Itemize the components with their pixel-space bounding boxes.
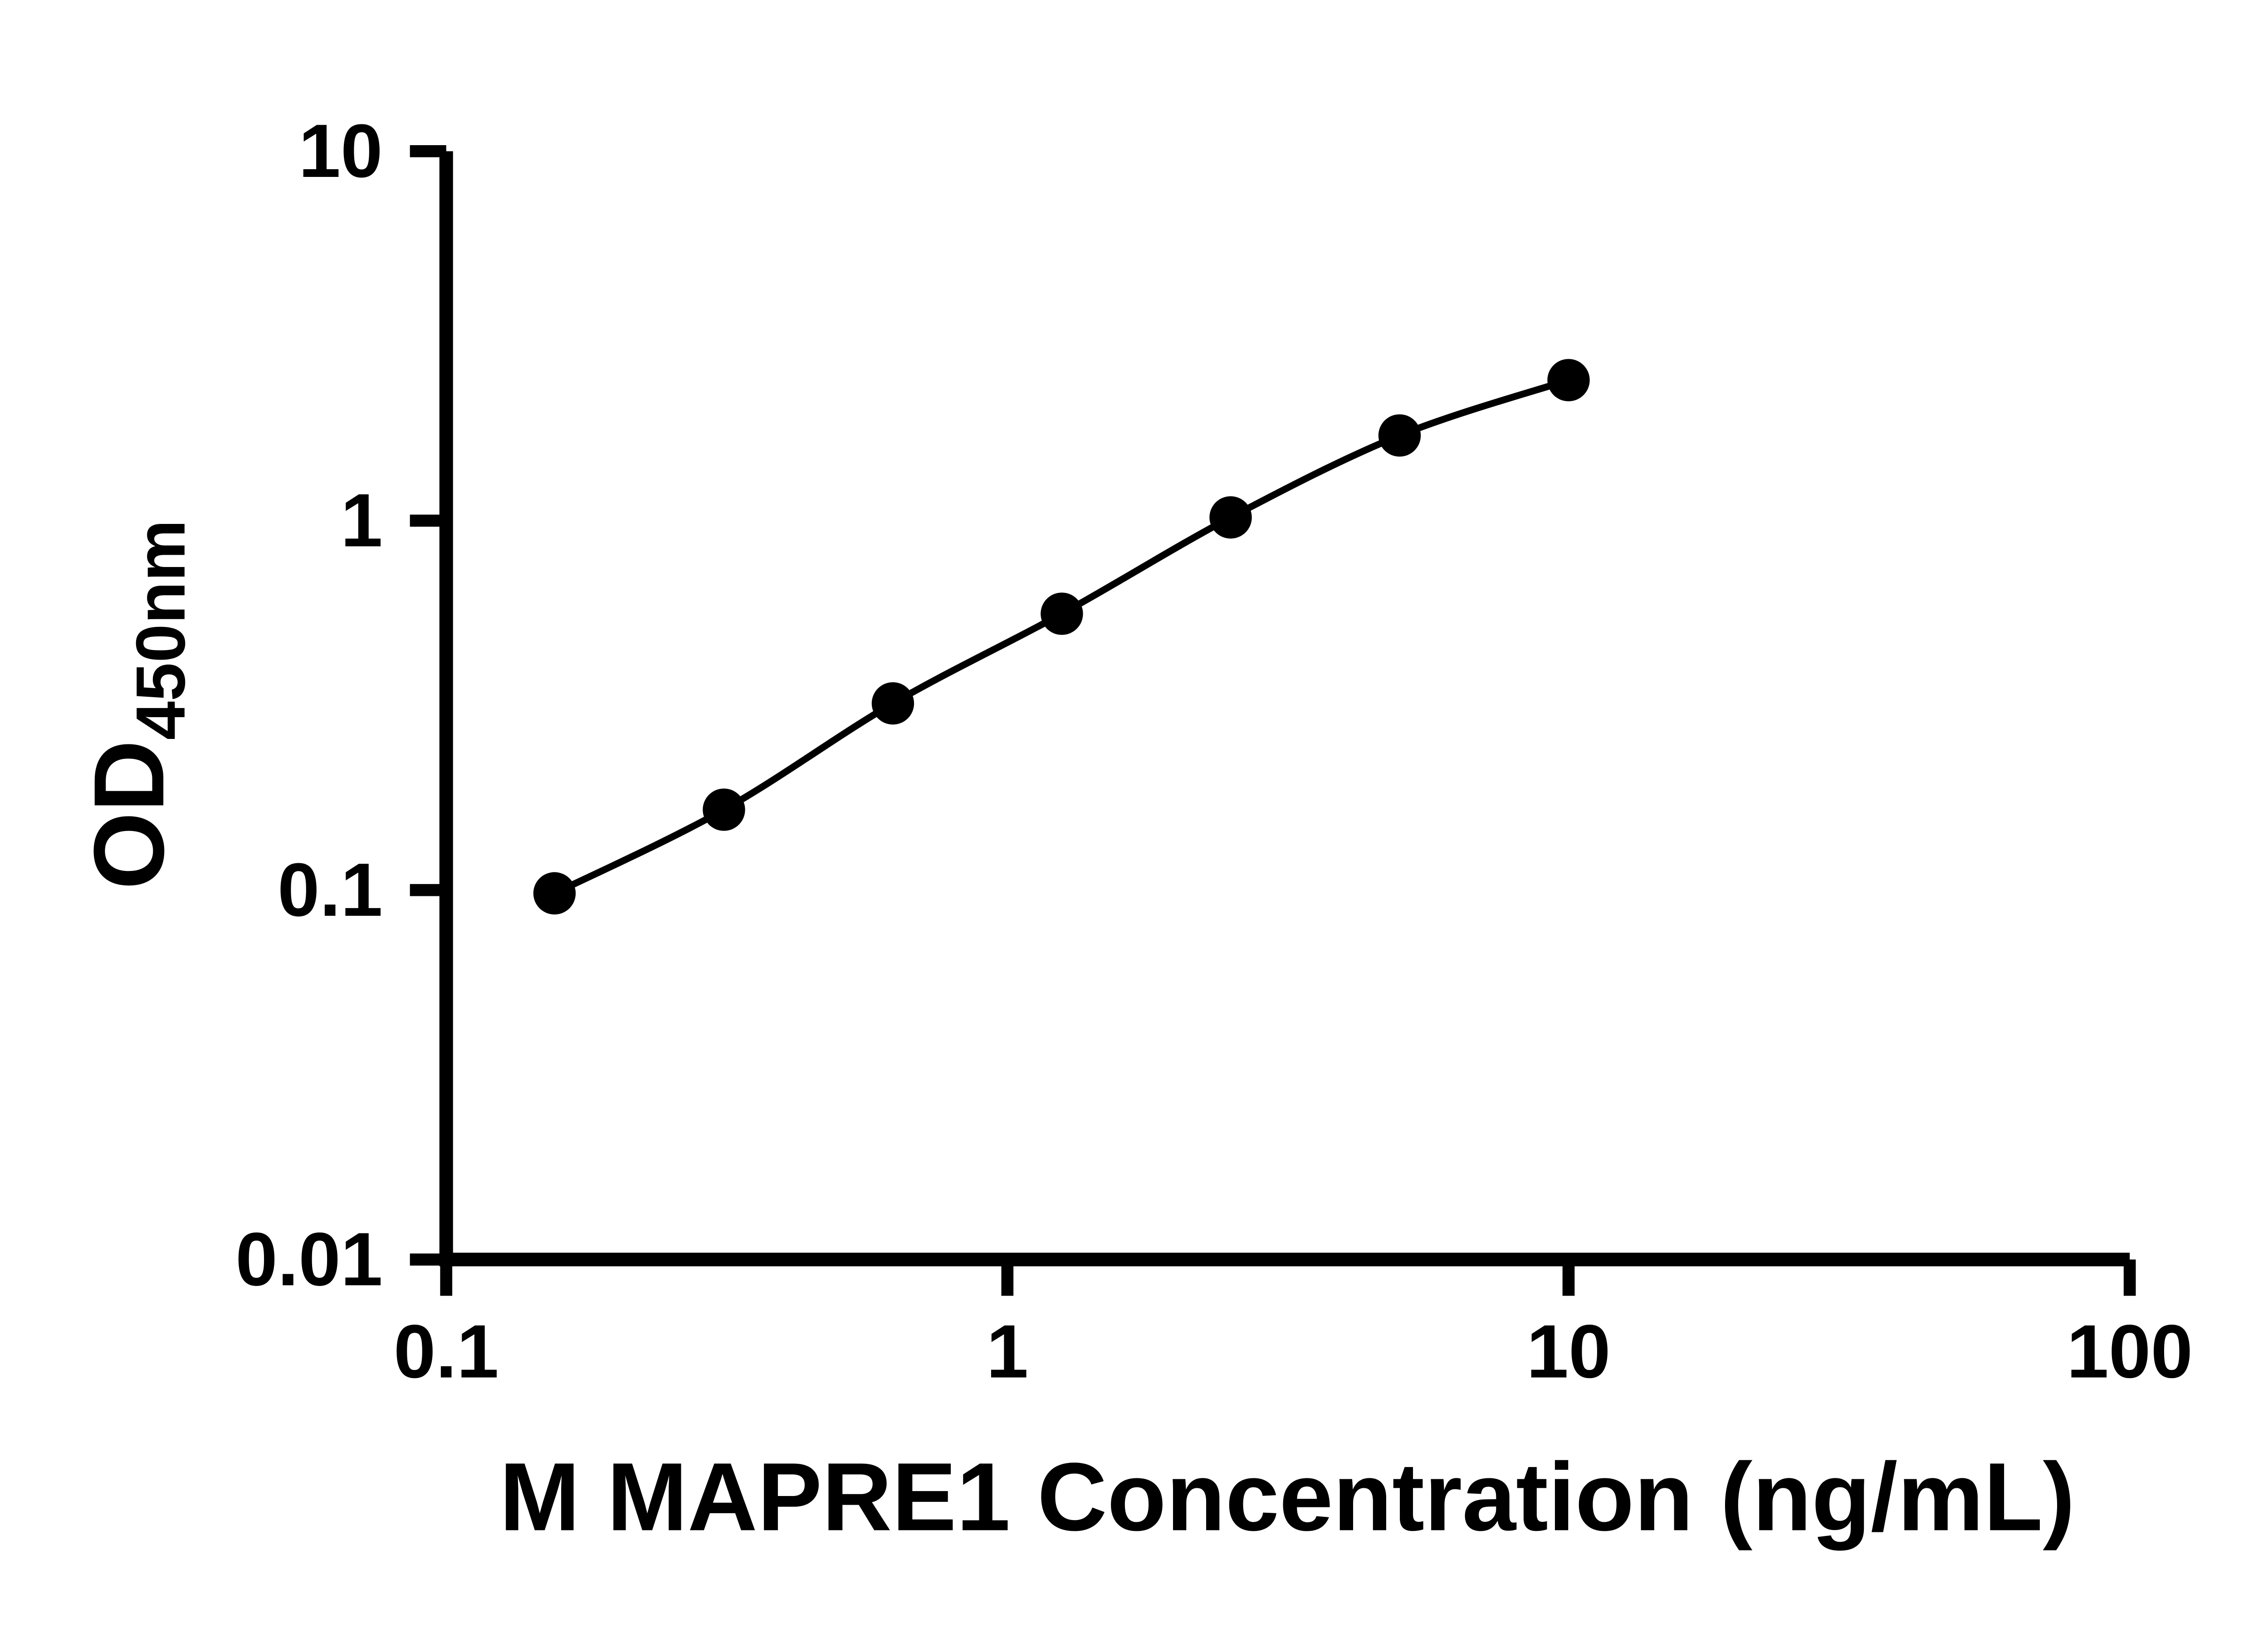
data-point [1378, 414, 1421, 457]
data-point [1547, 359, 1590, 401]
x-axis-tick-label: 0.1 [394, 1310, 499, 1394]
x-axis-title: M MAPRE1 Concentration (ng/mL) [499, 1443, 2075, 1551]
y-axis-title: OD450nm [73, 519, 200, 890]
axes [439, 151, 2130, 1266]
x-axis-tick-label: 100 [2067, 1310, 2193, 1394]
y-axis-tick-label: 0.1 [278, 848, 383, 932]
y-axis-title-main: OD [73, 740, 185, 890]
data-point [533, 872, 576, 914]
y-axis-title-subscript: 450nm [122, 519, 200, 740]
data-point [1041, 592, 1083, 635]
y-axis-tick-label: 10 [298, 109, 382, 193]
data-point [871, 682, 914, 725]
y-axis-tick-label: 0.01 [235, 1217, 383, 1301]
x-axis-tick-label: 1 [986, 1310, 1028, 1394]
y-axis-tick-label: 1 [341, 478, 383, 562]
x-axis-tick-label: 10 [1526, 1310, 1610, 1394]
data-point [703, 788, 745, 831]
data-point [1209, 496, 1252, 539]
